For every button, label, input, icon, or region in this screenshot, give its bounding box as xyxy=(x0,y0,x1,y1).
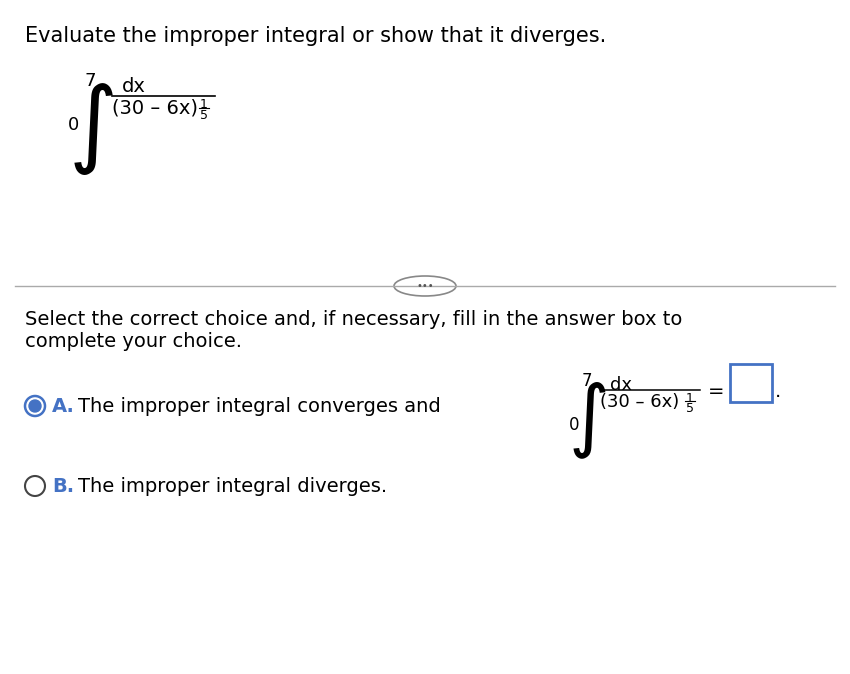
Text: 0: 0 xyxy=(68,116,79,134)
Text: 5: 5 xyxy=(200,109,208,122)
Text: 0: 0 xyxy=(569,416,580,434)
Text: $\int$: $\int$ xyxy=(568,380,606,460)
Text: 1: 1 xyxy=(686,392,694,405)
Text: Evaluate the improper integral or show that it diverges.: Evaluate the improper integral or show t… xyxy=(25,26,606,46)
Ellipse shape xyxy=(394,276,456,296)
Text: =: = xyxy=(708,382,724,401)
Circle shape xyxy=(29,400,41,412)
Text: 7: 7 xyxy=(582,372,592,390)
Text: The improper integral converges and: The improper integral converges and xyxy=(78,397,441,416)
Text: The improper integral diverges.: The improper integral diverges. xyxy=(78,477,387,496)
Text: 5: 5 xyxy=(686,402,694,415)
Text: A.: A. xyxy=(52,397,75,416)
Text: .: . xyxy=(775,382,781,401)
FancyBboxPatch shape xyxy=(730,364,772,402)
Text: (30 – 6x): (30 – 6x) xyxy=(112,99,198,118)
Text: dx: dx xyxy=(610,376,632,394)
Text: complete your choice.: complete your choice. xyxy=(25,332,242,351)
Text: 7: 7 xyxy=(85,72,97,90)
Text: 1: 1 xyxy=(200,98,208,111)
Text: $\int$: $\int$ xyxy=(68,81,114,177)
Text: •••: ••• xyxy=(416,281,434,291)
Text: dx: dx xyxy=(122,77,146,96)
Text: (30 – 6x): (30 – 6x) xyxy=(600,393,679,411)
Text: Select the correct choice and, if necessary, fill in the answer box to: Select the correct choice and, if necess… xyxy=(25,310,683,329)
Text: B.: B. xyxy=(52,477,74,496)
